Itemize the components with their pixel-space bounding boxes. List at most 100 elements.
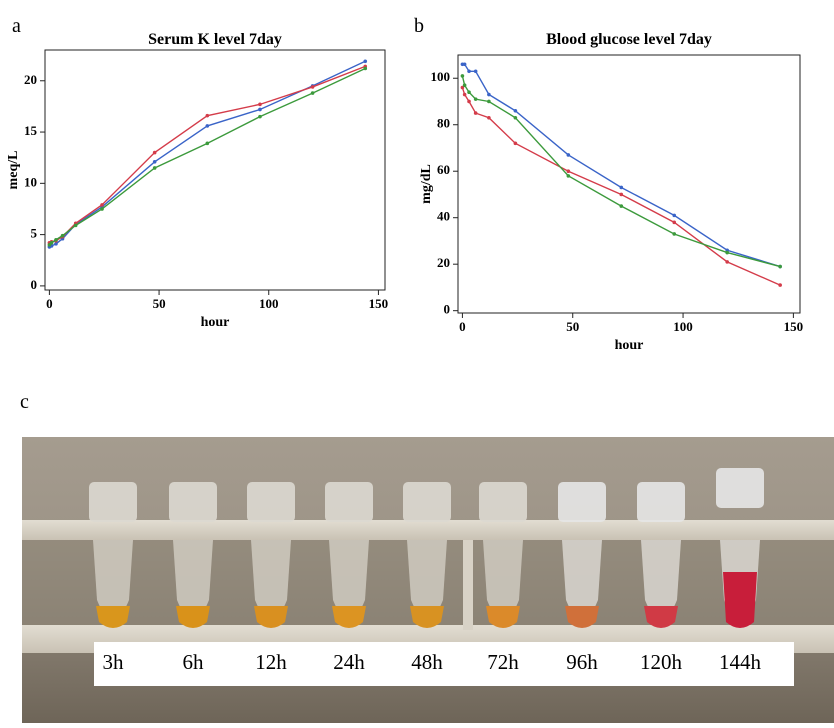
point: [205, 141, 210, 146]
tube-label: 12h: [255, 650, 287, 674]
point: [100, 207, 104, 211]
point: [100, 203, 104, 207]
point: [566, 174, 571, 178]
point: [513, 141, 518, 146]
y-axis-label: mg/dL: [419, 164, 434, 204]
point: [258, 102, 262, 107]
panel-label: b: [414, 15, 424, 37]
tube-cap: [247, 482, 295, 522]
tube-liquid: [723, 572, 757, 628]
panel-label: a: [12, 15, 21, 37]
y-tick-label: 0: [31, 277, 38, 292]
tube-label: 3h: [103, 650, 125, 674]
point: [513, 108, 518, 113]
tube-liquid: [332, 606, 366, 628]
point: [310, 91, 315, 95]
photo: 3h 6h 12h 24h 48h 72h 96h 120h 144h: [22, 437, 834, 723]
point: [258, 107, 262, 112]
point: [152, 166, 157, 170]
y-tick-label: 20: [437, 255, 450, 270]
point: [473, 97, 478, 101]
chart: Serum K level 7day hour meq/L 0 5 10 15 20 0 50 10…: [6, 31, 388, 330]
x-tick-label: 50: [566, 319, 579, 334]
rack-divider: [463, 540, 473, 630]
line: [462, 63, 781, 268]
y-tick-label: 20: [24, 72, 37, 87]
x-tick-label: 0: [46, 296, 53, 311]
chart-title: Blood glucose level 7day: [546, 31, 712, 48]
x-axis-label: hour: [201, 315, 230, 330]
tube-label: 6h: [183, 650, 205, 674]
x-tick-label: 0: [459, 319, 466, 334]
tube-label: 96h: [566, 650, 598, 674]
tube-label: 72h: [487, 650, 519, 674]
tube-liquid: [410, 606, 444, 628]
point: [462, 83, 467, 88]
line: [49, 60, 366, 248]
point: [473, 69, 478, 74]
tube-liquid: [176, 606, 210, 628]
point: [258, 114, 262, 119]
point: [487, 92, 491, 97]
point: [205, 113, 210, 118]
tube-cap: [169, 482, 217, 522]
tube-cap: [479, 482, 527, 522]
x-tick-label: 150: [784, 319, 804, 334]
tube-liquid: [96, 606, 130, 628]
y-tick-label: 40: [437, 209, 450, 224]
tube-label: 24h: [333, 650, 365, 674]
rack-top: [22, 520, 834, 540]
point: [619, 204, 624, 208]
point: [54, 242, 58, 246]
tube: [483, 540, 523, 620]
line: [48, 67, 366, 246]
point: [310, 85, 315, 89]
x-tick-label: 150: [369, 296, 389, 311]
tube-cap: [325, 482, 373, 522]
point: [460, 85, 465, 90]
point: [487, 99, 491, 104]
tube-liquid: [254, 606, 288, 628]
tube: [641, 540, 681, 620]
label-strip: [94, 642, 794, 686]
tube: [251, 540, 291, 620]
plot-frame: [457, 54, 801, 314]
x-tick-label: 100: [259, 296, 279, 311]
tube: [562, 540, 602, 620]
point: [619, 185, 624, 190]
y-tick-label: 80: [437, 116, 450, 131]
y-tick-label: 10: [24, 174, 37, 189]
point: [205, 124, 210, 128]
y-axis-label: meq/L: [6, 151, 21, 190]
tube: [93, 540, 133, 620]
point: [672, 213, 677, 218]
tube-liquid: [486, 606, 520, 628]
y-tick-label: 15: [24, 123, 38, 138]
tube-liquid: [565, 606, 599, 628]
point: [513, 115, 518, 120]
point: [487, 115, 491, 120]
y-tick-label: 5: [31, 226, 38, 241]
tube-label: 48h: [411, 650, 443, 674]
y-tick-label: 60: [437, 162, 450, 177]
point: [363, 59, 368, 64]
tube-cap: [716, 468, 764, 508]
tube: [329, 540, 369, 620]
point: [73, 223, 78, 228]
point: [467, 69, 471, 74]
tube-liquid: [644, 606, 678, 628]
point: [152, 150, 157, 155]
point: [566, 169, 571, 174]
tube-label: 144h: [719, 650, 762, 674]
point: [672, 232, 677, 236]
line: [461, 75, 781, 268]
tube: [173, 540, 213, 620]
chart-title: Serum K level 7day: [148, 31, 282, 48]
plot-frame: [44, 49, 386, 291]
point: [778, 264, 782, 269]
x-tick-label: 50: [153, 296, 166, 311]
chart: Blood glucose level 7day hour mg/dL 0 20 40 60…: [419, 31, 803, 353]
point: [54, 237, 58, 242]
point: [778, 283, 782, 287]
